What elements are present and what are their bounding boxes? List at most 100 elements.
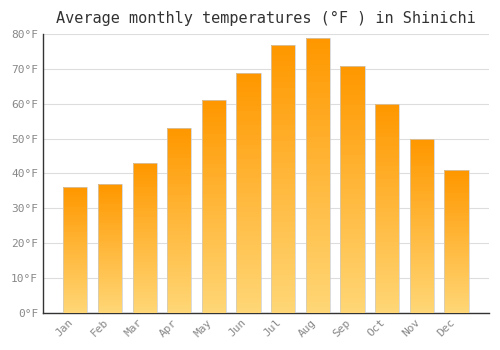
Bar — [410, 174, 434, 177]
Bar — [410, 278, 434, 281]
Bar — [444, 170, 468, 313]
Bar — [63, 300, 88, 303]
Bar — [375, 146, 400, 150]
Bar — [375, 304, 400, 308]
Bar — [375, 308, 400, 313]
Bar — [444, 204, 468, 207]
Bar — [132, 244, 157, 247]
Bar — [271, 259, 295, 264]
Bar — [98, 261, 122, 264]
Bar — [444, 256, 468, 258]
Bar — [98, 197, 122, 199]
Bar — [306, 290, 330, 296]
Bar — [202, 211, 226, 215]
Bar — [236, 77, 260, 82]
Bar — [132, 220, 157, 223]
Bar — [271, 109, 295, 114]
Bar — [167, 290, 192, 294]
Bar — [340, 164, 364, 169]
Bar — [444, 273, 468, 275]
Bar — [306, 296, 330, 302]
Bar — [306, 175, 330, 181]
Bar — [98, 202, 122, 204]
Bar — [167, 143, 192, 147]
Bar — [340, 273, 364, 278]
Bar — [98, 217, 122, 220]
Bar — [98, 259, 122, 261]
Bar — [340, 184, 364, 189]
Bar — [98, 266, 122, 269]
Bar — [271, 184, 295, 189]
Bar — [202, 117, 226, 121]
Bar — [410, 288, 434, 292]
Bar — [202, 249, 226, 253]
Bar — [444, 213, 468, 216]
Bar — [444, 258, 468, 261]
Bar — [167, 191, 192, 195]
Bar — [410, 250, 434, 253]
Bar — [340, 135, 364, 140]
Bar — [98, 279, 122, 282]
Bar — [132, 247, 157, 250]
Bar — [202, 262, 226, 266]
Bar — [202, 308, 226, 313]
Bar — [63, 240, 88, 243]
Bar — [375, 279, 400, 284]
Bar — [63, 247, 88, 250]
Bar — [444, 267, 468, 270]
Bar — [202, 155, 226, 160]
Bar — [98, 292, 122, 295]
Bar — [63, 223, 88, 225]
Bar — [132, 211, 157, 214]
Bar — [271, 61, 295, 66]
Bar — [444, 176, 468, 178]
Bar — [236, 231, 260, 236]
Bar — [167, 187, 192, 191]
Bar — [340, 90, 364, 95]
Bar — [236, 308, 260, 313]
Bar — [202, 130, 226, 134]
Bar — [375, 162, 400, 167]
Bar — [63, 232, 88, 235]
Bar — [444, 253, 468, 256]
Bar — [202, 194, 226, 198]
Bar — [167, 294, 192, 298]
Bar — [271, 238, 295, 243]
Bar — [306, 153, 330, 159]
Bar — [410, 194, 434, 198]
Bar — [444, 304, 468, 307]
Bar — [340, 204, 364, 209]
Bar — [410, 264, 434, 267]
Bar — [271, 45, 295, 313]
Bar — [98, 194, 122, 197]
Bar — [167, 198, 192, 202]
Bar — [167, 183, 192, 187]
Bar — [340, 174, 364, 179]
Bar — [306, 269, 330, 274]
Bar — [236, 212, 260, 217]
Bar — [236, 149, 260, 154]
Bar — [202, 143, 226, 147]
Bar — [271, 131, 295, 136]
Bar — [167, 298, 192, 302]
Bar — [167, 265, 192, 268]
Bar — [132, 289, 157, 292]
Bar — [444, 241, 468, 244]
Bar — [63, 200, 88, 202]
Bar — [375, 120, 400, 125]
Bar — [132, 256, 157, 259]
Bar — [98, 302, 122, 305]
Bar — [202, 292, 226, 296]
Bar — [167, 165, 192, 169]
Bar — [132, 214, 157, 217]
Bar — [132, 241, 157, 244]
Bar — [340, 115, 364, 120]
Bar — [63, 237, 88, 240]
Bar — [306, 247, 330, 252]
Bar — [63, 195, 88, 197]
Bar — [202, 215, 226, 219]
Bar — [340, 194, 364, 199]
Bar — [410, 271, 434, 274]
Bar — [340, 130, 364, 135]
Bar — [306, 131, 330, 137]
